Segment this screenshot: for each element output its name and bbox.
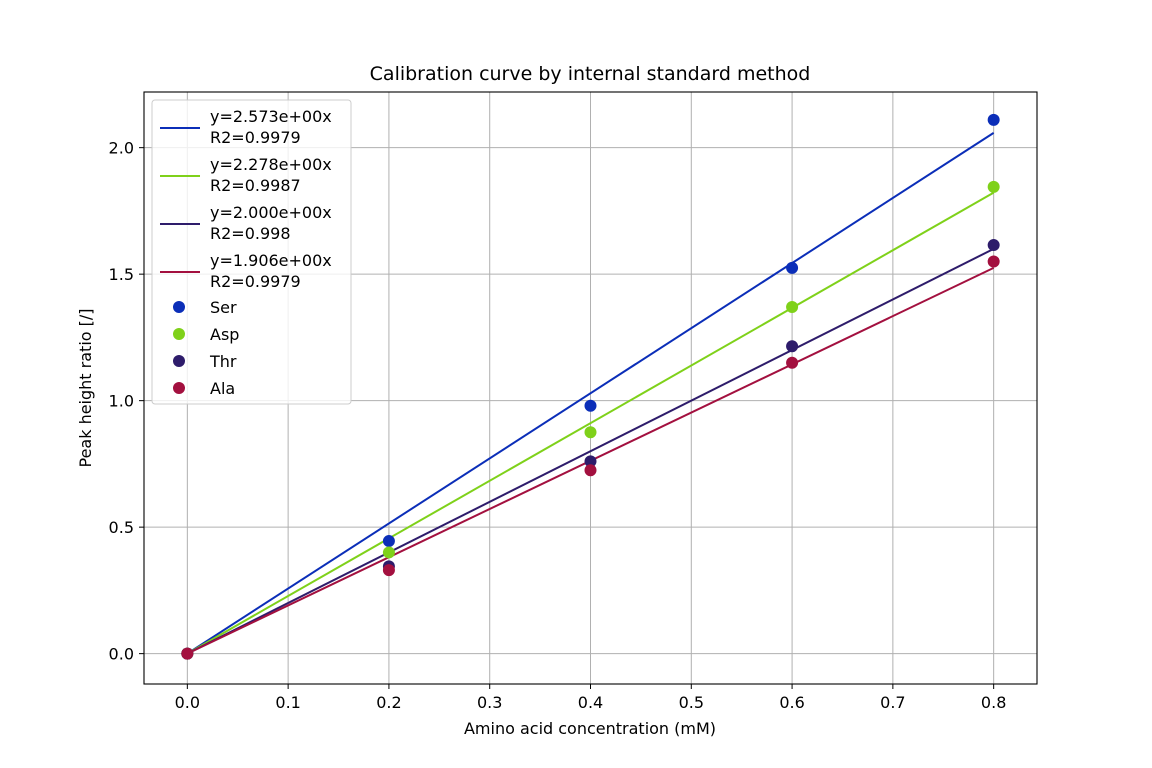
x-tick-label: 0.4 <box>578 693 603 712</box>
legend-fit-r2: R2=0.9979 <box>210 272 301 291</box>
y-tick-label: 0.0 <box>109 645 134 664</box>
fit-line-asp <box>186 191 995 655</box>
data-point-thr <box>987 239 1000 252</box>
legend-marker-thr <box>173 355 185 367</box>
legend-fit-r2: R2=0.998 <box>210 224 291 243</box>
legend-series-name: Ser <box>210 298 237 317</box>
data-point-ala <box>584 464 597 477</box>
y-tick-label: 1.0 <box>109 392 134 411</box>
data-point-ala <box>382 564 395 577</box>
fit-line-thr <box>186 247 995 655</box>
legend-frame <box>151 99 352 405</box>
data-point-ala <box>181 647 194 660</box>
tick-layer: 0.0 0.1 0.2 0.3 0.4 0.5 0.6 0.7 0.8 0.0 0.5 1.0 1.5 2… <box>109 139 1007 712</box>
data-point-asp <box>987 180 1000 193</box>
x-axis-label: Amino acid concentration (mM) <box>464 719 716 738</box>
data-point-asp <box>786 301 799 314</box>
chart-title: Calibration curve by internal standard m… <box>370 63 811 85</box>
data-point-ser <box>786 261 799 274</box>
x-tick-label: 0.5 <box>679 693 704 712</box>
x-tick-label: 0.7 <box>880 693 905 712</box>
x-tick-label: 0.8 <box>981 693 1006 712</box>
legend-series-name: Asp <box>210 325 239 344</box>
y-tick-label: 1.5 <box>109 265 134 284</box>
x-tick-label: 0.0 <box>175 693 200 712</box>
x-tick-label: 0.3 <box>477 693 502 712</box>
legend-marker-ser <box>173 301 185 313</box>
legend-fit-equation: y=1.906e+00x <box>210 251 332 270</box>
legend-fit-equation: y=2.573e+00x <box>210 107 332 126</box>
legend-fit-equation: y=2.000e+00x <box>210 203 332 222</box>
data-points-layer <box>181 113 1000 660</box>
legend: y=2.573e+00x R2=0.9979 y=2.278e+00x R2=0.99… <box>151 99 352 405</box>
legend-marker-asp <box>173 328 185 340</box>
data-point-asp <box>584 426 597 439</box>
legend-series-name: Thr <box>209 352 237 371</box>
data-point-ser <box>382 535 395 548</box>
data-point-thr <box>786 340 799 353</box>
x-tick-label: 0.1 <box>275 693 300 712</box>
fit-line-ser <box>186 132 995 655</box>
legend-fit-r2: R2=0.9987 <box>210 176 301 195</box>
data-point-ala <box>786 356 799 369</box>
data-point-ser <box>584 399 597 412</box>
data-point-asp <box>382 546 395 559</box>
y-axis-label: Peak height ratio [/] <box>76 308 95 467</box>
y-tick-label: 0.5 <box>109 518 134 537</box>
legend-fit-equation: y=2.278e+00x <box>210 155 332 174</box>
data-point-ser <box>987 113 1000 126</box>
legend-fit-r2: R2=0.9979 <box>210 128 301 147</box>
data-point-thr <box>584 455 597 468</box>
y-tick-label: 2.0 <box>109 139 134 158</box>
data-point-ala <box>987 255 1000 268</box>
legend-series-name: Ala <box>210 379 235 398</box>
x-tick-label: 0.6 <box>779 693 804 712</box>
x-tick-label: 0.2 <box>376 693 401 712</box>
legend-marker-ala <box>173 382 185 394</box>
